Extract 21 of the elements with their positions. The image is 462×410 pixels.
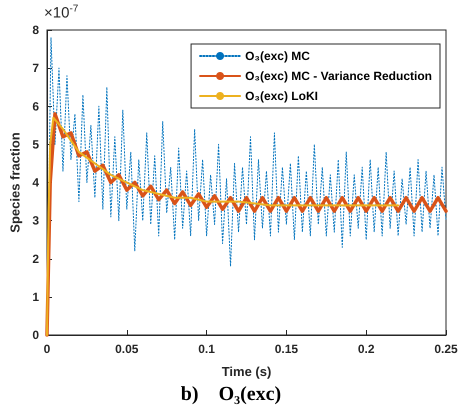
y-tick-label: 0 <box>32 328 40 342</box>
y-tick-label: 3 <box>32 214 40 228</box>
y-tick-label: 6 <box>32 99 40 114</box>
x-tick-label: 0.05 <box>115 342 139 356</box>
x-tick-label: 0.15 <box>274 342 298 356</box>
x-tick-label: 0.2 <box>358 342 375 356</box>
y-tick-label: 5 <box>32 137 40 152</box>
x-tick-label: 0.1 <box>198 342 216 356</box>
legend-label: O₃(exc) LoKI <box>245 89 318 103</box>
x-axis-title: Time (s) <box>222 364 272 379</box>
y-tick-label: 1 <box>32 290 40 304</box>
y-tick-label: 4 <box>32 176 40 190</box>
x-tick-label: 0.25 <box>434 342 458 356</box>
legend-label: O₃(exc) MC <box>245 49 310 63</box>
text: b) O₃(exc) <box>180 383 282 405</box>
y-axis-title: Species fraction <box>7 132 22 233</box>
y-tick-label: 2 <box>32 252 40 266</box>
legend-label: O₃(exc) MC - Variance Reduction <box>245 69 432 83</box>
y-tick-label: 7 <box>32 61 40 76</box>
x-tick-label: 0 <box>44 342 51 356</box>
y-tick-label: 8 <box>32 23 40 37</box>
